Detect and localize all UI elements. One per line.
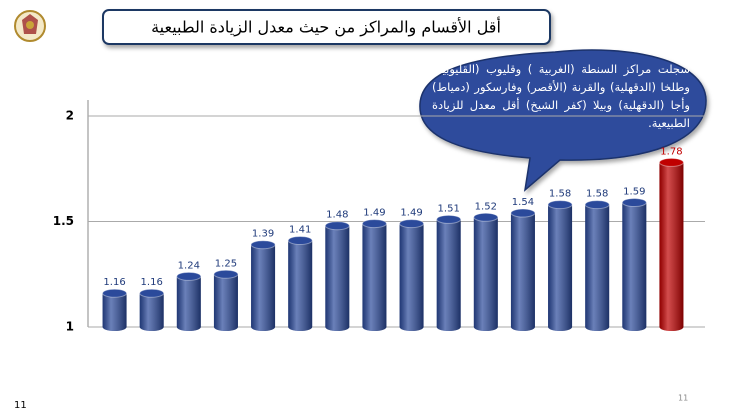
value-label: 1.48 (326, 210, 348, 221)
bar-top (287, 235, 313, 245)
bar-shade (213, 274, 238, 331)
bar-top (510, 208, 536, 218)
bar-shade (585, 204, 610, 331)
value-label: 1.59 (623, 187, 645, 198)
bar-shade (251, 244, 276, 331)
bar-shade (473, 217, 498, 331)
y-tick-label: 1.5 (53, 214, 74, 228)
bar-top (399, 219, 425, 229)
bar-top (436, 214, 462, 224)
value-label: 1.58 (549, 189, 571, 200)
bar-top (176, 271, 202, 281)
title-box (102, 9, 551, 45)
value-label: 1.54 (512, 197, 534, 208)
slide-title: أقل الأقسام والمراكز من حيث معدل الزيادة… (151, 17, 501, 38)
value-label: 1.25 (215, 258, 237, 269)
bar-top (547, 200, 573, 210)
bar-shade (102, 293, 127, 331)
bar-shade (362, 223, 387, 331)
value-label: 1.78 (660, 146, 682, 157)
bar-top (621, 198, 647, 208)
bar-shade (399, 223, 424, 331)
value-label: 1.49 (400, 208, 422, 219)
bar-shade (176, 276, 201, 331)
bar-top (139, 288, 165, 298)
y-tick-label: 2 (66, 109, 74, 123)
slide-number: 11 (14, 400, 27, 411)
bar-shade (288, 240, 313, 331)
logo (14, 10, 46, 42)
callout-text: سجلت مراكز السنطة (الغربية ) وقليوب (الق… (432, 62, 690, 130)
value-label: 1.16 (141, 277, 163, 288)
bar-top (361, 219, 387, 229)
bar-top (213, 269, 239, 279)
bar-shade (548, 204, 573, 331)
bar-top (324, 221, 350, 231)
bar-top (658, 157, 684, 167)
bar-shade (139, 293, 164, 331)
footer-number: 11 (678, 394, 688, 403)
value-label: 1.16 (103, 277, 125, 288)
value-label: 1.41 (289, 224, 311, 235)
bar-shade (622, 202, 647, 331)
bar-top (584, 200, 610, 210)
callout-bubble (419, 49, 707, 192)
value-label: 1.39 (252, 229, 274, 240)
bar-top (250, 240, 276, 250)
bar-top (473, 212, 499, 222)
value-label: 1.58 (586, 189, 608, 200)
bar-shade (325, 225, 350, 331)
bar-shade (510, 213, 535, 331)
value-label: 1.52 (475, 201, 497, 212)
bar-top (102, 288, 128, 298)
value-label: 1.51 (438, 203, 460, 214)
bar-shade (436, 219, 461, 331)
value-label: 1.49 (363, 208, 385, 219)
bar-shade (659, 162, 684, 331)
y-tick-label: 1 (66, 320, 74, 334)
value-label: 1.24 (178, 260, 200, 271)
